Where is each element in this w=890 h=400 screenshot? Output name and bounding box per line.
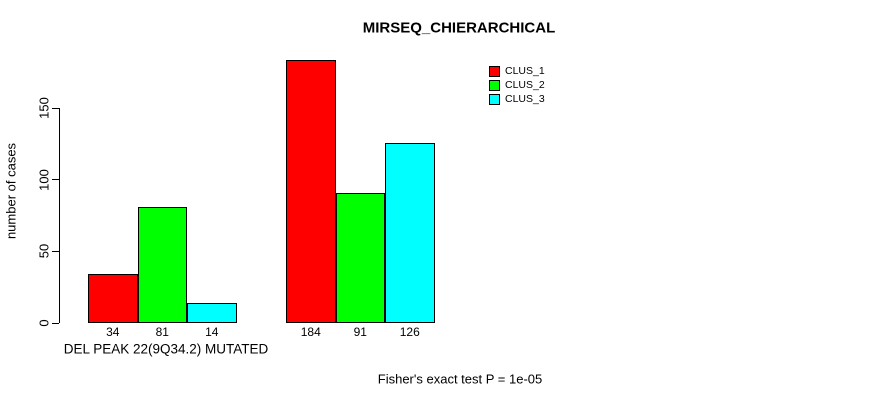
y-axis-tick-label-0: 0 (36, 319, 52, 327)
legend-label-clus_3: CLUS_3 (505, 93, 545, 105)
bar-value-label-clus_3-group1: 14 (205, 325, 219, 339)
legend-swatch-clus_1 (489, 65, 500, 77)
legend: CLUS_1 CLUS_2 CLUS_3 (489, 64, 545, 106)
legend-row-clus_1: CLUS_1 (489, 64, 545, 78)
legend-row-clus_2: CLUS_2 (489, 78, 545, 92)
y-axis-line (59, 108, 60, 323)
bar-clus_3-group1 (187, 302, 237, 323)
y-axis-tick-100 (52, 179, 59, 181)
y-axis-tick-150 (52, 107, 59, 109)
bar-clus_2-group2 (335, 192, 385, 323)
bar-value-label-clus_1-group1: 34 (106, 325, 120, 339)
legend-row-clus_3: CLUS_3 (489, 92, 545, 106)
x-category-label: DEL PEAK 22(9Q34.2) MUTATED (63, 341, 269, 357)
chart-title: MIRSEQ_CHIERARCHICAL (362, 19, 556, 37)
legend-label-clus_1: CLUS_1 (505, 65, 545, 77)
bar-clus_2-group1 (137, 207, 187, 323)
y-axis-tick-50 (52, 250, 59, 252)
y-axis-label: number of cases (3, 142, 19, 240)
legend-label-clus_2: CLUS_2 (505, 79, 545, 91)
y-axis-tick-label-150: 150 (36, 97, 52, 120)
bar-value-label-clus_2-group2: 91 (353, 325, 367, 339)
bar-clus_1-group2 (286, 59, 336, 323)
bar-value-label-clus_3-group2: 126 (399, 325, 420, 339)
legend-swatch-clus_3 (489, 93, 500, 105)
y-axis-tick-label-100: 100 (36, 168, 52, 191)
bar-clus_1-group1 (88, 274, 138, 323)
bar-value-label-clus_1-group2: 184 (300, 325, 321, 339)
bar-value-label-clus_2-group1: 81 (155, 325, 169, 339)
legend-swatch-clus_2 (489, 79, 500, 91)
y-axis-tick-0 (52, 322, 59, 324)
fisher-annotation: Fisher's exact test P = 1e-05 (377, 371, 543, 387)
y-axis-tick-label-50: 50 (36, 244, 52, 259)
bar-clus_3-group2 (385, 142, 435, 323)
